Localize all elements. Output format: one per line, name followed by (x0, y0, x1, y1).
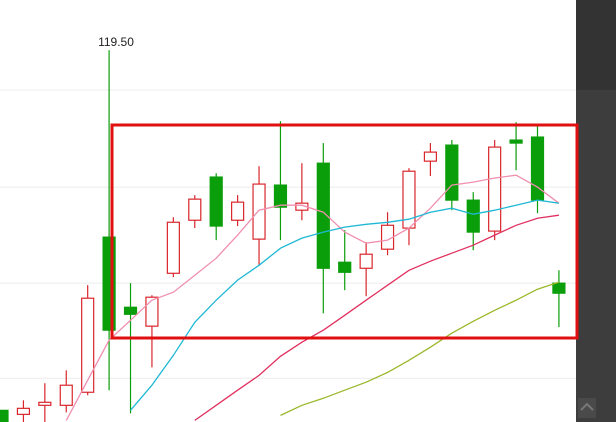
candle-body (445, 144, 459, 201)
candle-body (552, 282, 566, 294)
candle-body (123, 306, 138, 315)
candle-body (145, 296, 159, 327)
moving-average-line (65, 174, 560, 421)
candle-body (359, 253, 373, 269)
moving-average-line (130, 199, 559, 411)
moving-average-line (194, 214, 559, 421)
candle-body (81, 297, 95, 393)
high-annotation: 119.50 (98, 35, 134, 49)
candle-body (273, 184, 288, 208)
scroll-top-button[interactable] (578, 398, 596, 418)
candle-body (59, 384, 73, 406)
candle-body (231, 201, 245, 221)
candle-body (488, 146, 502, 232)
up-arrow-icon (580, 402, 594, 411)
moving-average-line (280, 281, 560, 416)
candle-body (423, 151, 437, 162)
candle-body (316, 162, 330, 269)
candle-body (209, 176, 223, 227)
candle-body (166, 221, 180, 274)
candle-body (16, 407, 31, 415)
candle-body (252, 183, 266, 240)
grid (0, 89, 576, 379)
candle-body (466, 199, 480, 233)
highlight-box (110, 123, 579, 340)
candle-body (38, 401, 52, 406)
candle-body (509, 139, 523, 144)
side-panel-top (576, 0, 616, 90)
candle-body (338, 261, 352, 273)
candle-body (0, 409, 9, 422)
candle-body (188, 198, 202, 221)
